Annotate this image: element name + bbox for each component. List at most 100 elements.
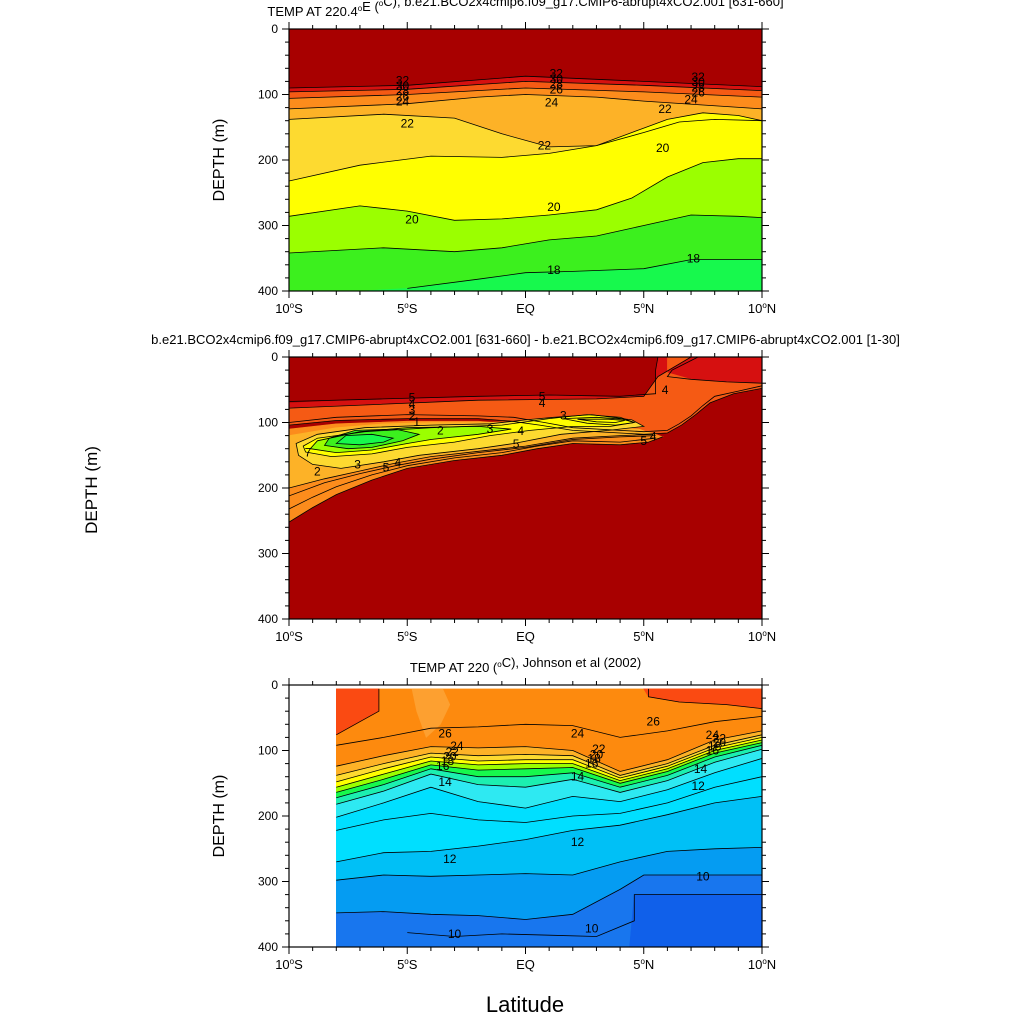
panel-3-contour-label: 26	[647, 715, 661, 729]
panel-2-y-tick-label: 0	[271, 350, 278, 364]
panel-1-y-tick-label: 400	[258, 284, 278, 298]
panel-3-contour-label: 12	[571, 835, 585, 849]
panel-3-contour-line	[336, 874, 762, 920]
panel-3-contour-line	[336, 744, 762, 799]
panel-2-title: b.e21.BCO2x4cmip6.f09_g17.CMIP6-abrupt4x…	[151, 332, 900, 347]
panel-1-contour-line	[289, 113, 762, 148]
panel-3-contour-label: 12	[691, 779, 705, 793]
panel-2-contour-label: 5	[513, 437, 520, 451]
panel-3-x-tick-label: EQ	[516, 957, 535, 972]
panel-2-contour-line	[666, 357, 762, 384]
panel-2-contour-line	[289, 357, 692, 409]
panel-3-contour-line	[336, 742, 762, 793]
panel-2-contour-loop	[323, 428, 421, 450]
panel-3-contour-label: 20	[590, 747, 604, 761]
panel-1-contour-label: 28	[550, 77, 564, 91]
panel-3-contour-line	[336, 730, 762, 772]
panel-1-contour-line	[289, 75, 762, 89]
panel-2-contour-label: 4	[539, 396, 546, 410]
panel-2-contour-label: 2	[437, 423, 444, 437]
panel-3-contour-label: 10	[448, 927, 462, 941]
panel-1-contour-line	[289, 112, 762, 182]
panel-1-contour-label: 24	[396, 95, 410, 109]
panel-2-contour-label: 4	[394, 455, 401, 469]
panel-3-contour-line	[336, 739, 762, 788]
panel-3-contour-label: 22	[713, 732, 727, 746]
panel-3-contour-label: 20	[713, 736, 727, 750]
panel-3-fill-region	[411, 688, 451, 738]
panel-1-title: TEMP AT 220.4oE (oC), b.e21.BCO2x4cmip6.…	[267, 0, 783, 19]
panel-1-contour-label: 30	[691, 75, 705, 89]
panel-2-contour-loop	[295, 414, 646, 469]
panel-2-contour-loop	[309, 425, 512, 454]
panel-1-contour-label: 32	[550, 67, 564, 81]
panel-3-x-tick-label: 10oS	[275, 957, 303, 972]
panel-1-x-tick-label: EQ	[516, 301, 535, 316]
panel-1-contour-label: 24	[545, 95, 559, 109]
panel-3-x-tick-label: 5oN	[633, 957, 654, 972]
panel-1-contour-label: 30	[550, 72, 564, 86]
panel-3-contour-label: 26	[438, 726, 452, 740]
panel-3-contour-line	[336, 737, 762, 783]
panel-3-y-tick-label: 100	[258, 744, 278, 758]
panel-1-contour-label: 24	[684, 93, 698, 107]
panel-1-contour-label: 22	[538, 139, 552, 153]
panel-2-contour-line	[289, 388, 762, 435]
panel-2-contour-label: 3	[487, 422, 494, 436]
panel-3-contour-line	[336, 716, 762, 746]
panel-1-contour-label: 18	[547, 263, 561, 277]
panel-1-contour-label: 20	[547, 200, 561, 214]
panel-2-contour-line	[289, 433, 654, 489]
panel-3-y-tick-label: 400	[258, 940, 278, 954]
panel-3-contour-label: 14	[571, 770, 585, 784]
panel-2-contour-loop	[335, 433, 395, 446]
panel-2-y-tick-label: 300	[258, 547, 278, 561]
panel-1-contour-label: 32	[691, 70, 705, 84]
panel-1-contour-line	[289, 94, 762, 110]
panel-2-y-tick-label: 200	[258, 481, 278, 495]
panel-3-contour-label: 18	[587, 751, 601, 765]
panel-3-contour-line	[336, 758, 762, 818]
panel-3-y-tick-label: 300	[258, 875, 278, 889]
panel-2-contour-label: 4	[650, 429, 657, 443]
panel-1-contour-label: 30	[396, 79, 410, 93]
panel-3-plot-area: 2624222018161412102422201816141210262422…	[335, 688, 762, 947]
panel-3-contour-line	[336, 847, 762, 881]
panel-2-contour-line	[289, 437, 656, 510]
panel-1-contour-label: 20	[656, 141, 670, 155]
panel-3-contour-line	[336, 776, 762, 831]
panel-1-contour-label: 28	[396, 84, 410, 98]
panel-3-contour-label: 24	[706, 728, 720, 742]
panel-3-contour-label: 22	[592, 742, 606, 756]
panel-1-contour-line	[289, 87, 762, 99]
panel-1-contour-line	[289, 80, 762, 93]
panel-3-y-tick-label: 200	[258, 809, 278, 823]
panel-2-contour-label: 5	[539, 389, 546, 403]
panel-2-contour-label: 5	[383, 461, 390, 475]
panel-1-y-tick-label: 200	[258, 153, 278, 167]
panel-3-contour-line	[336, 734, 762, 776]
panel-3-contour-label: 24	[450, 739, 464, 753]
panel-2-contour-line	[289, 436, 663, 523]
panel-3-contour-label: 16	[585, 757, 599, 771]
panel-3-title: TEMP AT 220 (oC), Johnson et al (2002)	[410, 655, 641, 675]
panel-1-contour-label: 18	[687, 251, 701, 265]
panel-2-contour-label: 5	[640, 434, 647, 448]
panel-1-contour-line	[289, 158, 762, 221]
panel-3-x-tick-label: 10oN	[748, 957, 776, 972]
panel-1-plot-area: 3230282624222032302826242220183230282624…	[289, 29, 762, 291]
panel-3-contour-label: 18	[441, 754, 455, 768]
panel-1-contour-label: 26	[550, 82, 564, 96]
panel-2-contour-label: 1	[413, 415, 420, 429]
panel-3-contour-label: 14	[438, 775, 452, 789]
panel-3-ylabel: DEPTH (m)	[211, 775, 228, 858]
shared-ylabel: DEPTH (m)	[82, 446, 101, 534]
panel-1-y-tick-label: 300	[258, 219, 278, 233]
panel-3-contour-line	[407, 894, 762, 937]
panel-3-contour-label: 24	[571, 726, 585, 740]
panel-3-contour-label: 10	[696, 869, 710, 883]
panel-2-contour-label: 5	[409, 391, 416, 405]
panel-2-x-tick-label: EQ	[516, 629, 535, 644]
panel-3-x-tick-label: 5oS	[397, 957, 418, 972]
